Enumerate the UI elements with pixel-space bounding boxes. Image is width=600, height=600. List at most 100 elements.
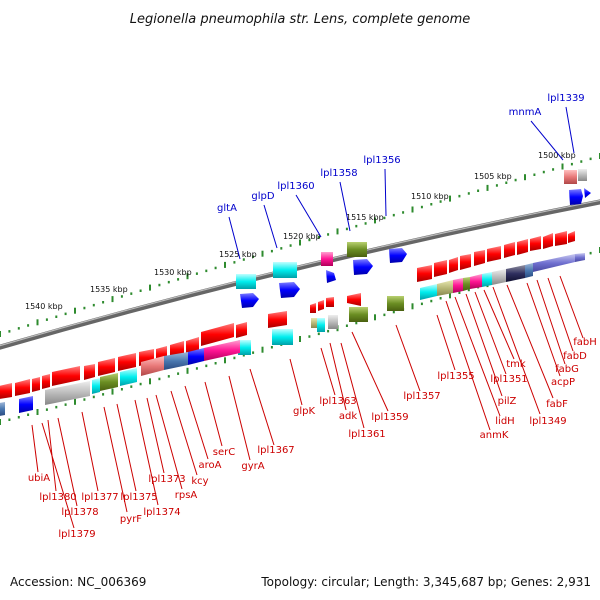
gene-feature[interactable] xyxy=(584,188,591,198)
gene-feature[interactable] xyxy=(326,270,336,283)
gene-label[interactable]: lpl1351 xyxy=(490,374,527,385)
gene-feature[interactable] xyxy=(417,265,432,282)
gene-feature[interactable] xyxy=(92,378,100,394)
gene-feature[interactable] xyxy=(533,254,575,272)
gene-feature[interactable] xyxy=(470,274,482,289)
gene-feature[interactable] xyxy=(387,296,404,311)
gene-feature[interactable] xyxy=(453,278,463,293)
gene-label[interactable]: fabH xyxy=(573,337,597,348)
gene-feature[interactable] xyxy=(482,272,492,287)
gene-label[interactable]: lpl1379 xyxy=(58,529,95,540)
gene-label[interactable]: aroA xyxy=(199,460,222,471)
gene-feature[interactable] xyxy=(15,379,30,396)
gene-feature[interactable] xyxy=(118,353,136,371)
gene-label[interactable]: mnmA xyxy=(509,107,542,118)
gene-feature[interactable] xyxy=(460,254,471,270)
gene-feature[interactable] xyxy=(321,252,333,266)
gene-feature[interactable] xyxy=(569,189,583,205)
gene-feature[interactable] xyxy=(555,231,567,246)
gene-label[interactable]: lpl1375 xyxy=(120,492,157,503)
gene-label[interactable]: lidH xyxy=(495,416,514,427)
gene-label[interactable]: lpl1363 xyxy=(319,396,356,407)
gene-feature[interactable] xyxy=(100,373,118,391)
gene-feature[interactable] xyxy=(0,402,5,416)
gene-feature[interactable] xyxy=(578,169,587,181)
gene-feature[interactable] xyxy=(240,293,259,308)
gene-feature[interactable] xyxy=(141,356,164,376)
gene-feature[interactable] xyxy=(238,340,251,355)
gene-feature[interactable] xyxy=(420,284,437,300)
gene-label[interactable]: fabF xyxy=(546,399,568,410)
gene-label[interactable]: serC xyxy=(213,447,235,458)
gene-feature[interactable] xyxy=(317,318,325,332)
gene-feature[interactable] xyxy=(474,250,485,266)
gene-feature[interactable] xyxy=(279,282,300,298)
gene-feature[interactable] xyxy=(492,269,506,285)
gene-label[interactable]: lpl1361 xyxy=(348,429,385,440)
gene-feature[interactable] xyxy=(506,265,525,282)
gene-label[interactable]: pyrF xyxy=(120,514,142,525)
gene-label[interactable]: lpl1360 xyxy=(277,181,314,192)
gene-feature[interactable] xyxy=(268,311,287,328)
gene-feature[interactable] xyxy=(437,280,453,296)
gene-label[interactable]: lpl1377 xyxy=(81,492,118,503)
gene-feature[interactable] xyxy=(326,297,334,307)
gene-feature[interactable] xyxy=(236,322,247,338)
gene-feature[interactable] xyxy=(273,262,297,278)
gene-label[interactable]: lpl1357 xyxy=(403,391,440,402)
gene-feature[interactable] xyxy=(84,364,95,380)
gene-label[interactable]: lpl1359 xyxy=(371,412,408,423)
gene-feature[interactable] xyxy=(52,366,80,386)
gene-feature[interactable] xyxy=(504,242,515,258)
gene-feature[interactable] xyxy=(517,239,528,255)
gene-feature[interactable] xyxy=(347,242,367,257)
gene-label[interactable]: lpl1374 xyxy=(143,507,180,518)
gene-label[interactable]: lpl1380 xyxy=(39,492,76,503)
gene-label[interactable]: rpsA xyxy=(175,490,198,501)
gene-label[interactable]: lpl1367 xyxy=(257,445,294,456)
gene-label[interactable]: lpl1358 xyxy=(320,168,357,179)
gene-label[interactable]: lpl1373 xyxy=(148,474,185,485)
gene-label[interactable]: glpK xyxy=(293,406,315,417)
gene-feature[interactable] xyxy=(389,248,407,263)
gene-label[interactable]: gltA xyxy=(217,203,237,214)
gene-feature[interactable] xyxy=(434,260,447,277)
gene-feature[interactable] xyxy=(32,377,40,392)
gene-feature[interactable] xyxy=(543,233,553,249)
gene-feature[interactable] xyxy=(487,246,501,262)
gene-feature[interactable] xyxy=(98,358,115,376)
gene-feature[interactable] xyxy=(204,340,240,361)
gene-feature[interactable] xyxy=(45,381,90,405)
gene-label[interactable]: lpl1349 xyxy=(529,416,566,427)
gene-feature[interactable] xyxy=(310,303,316,313)
gene-label[interactable]: tmk xyxy=(506,359,526,370)
gene-feature[interactable] xyxy=(525,263,533,278)
gene-label[interactable]: acpP xyxy=(551,377,575,388)
gene-feature[interactable] xyxy=(564,170,577,184)
gene-label[interactable]: gyrA xyxy=(241,461,264,472)
gene-feature[interactable] xyxy=(463,277,470,291)
gene-feature[interactable] xyxy=(19,396,33,413)
gene-label[interactable]: lpl1378 xyxy=(61,507,98,518)
gene-feature[interactable] xyxy=(272,329,293,345)
gene-label[interactable]: kcy xyxy=(191,476,208,487)
gene-feature[interactable] xyxy=(568,231,575,243)
gene-label[interactable]: ubiA xyxy=(28,473,50,484)
gene-feature[interactable] xyxy=(42,374,50,389)
gene-feature[interactable] xyxy=(575,253,585,262)
gene-feature[interactable] xyxy=(188,348,204,365)
gene-label[interactable]: anmK xyxy=(480,430,509,441)
gene-feature[interactable] xyxy=(353,259,373,275)
gene-feature[interactable] xyxy=(0,383,12,399)
gene-feature[interactable] xyxy=(347,293,361,306)
gene-feature[interactable] xyxy=(120,368,137,386)
gene-feature[interactable] xyxy=(349,307,368,322)
gene-label[interactable]: lpl1356 xyxy=(363,155,400,166)
gene-feature[interactable] xyxy=(318,300,324,311)
gene-feature[interactable] xyxy=(201,323,234,346)
gene-feature[interactable] xyxy=(449,257,458,273)
gene-label[interactable]: adk xyxy=(339,411,357,422)
gene-label[interactable]: pilZ xyxy=(498,396,517,407)
gene-feature[interactable] xyxy=(328,315,338,329)
gene-label[interactable]: lpl1339 xyxy=(547,93,584,104)
